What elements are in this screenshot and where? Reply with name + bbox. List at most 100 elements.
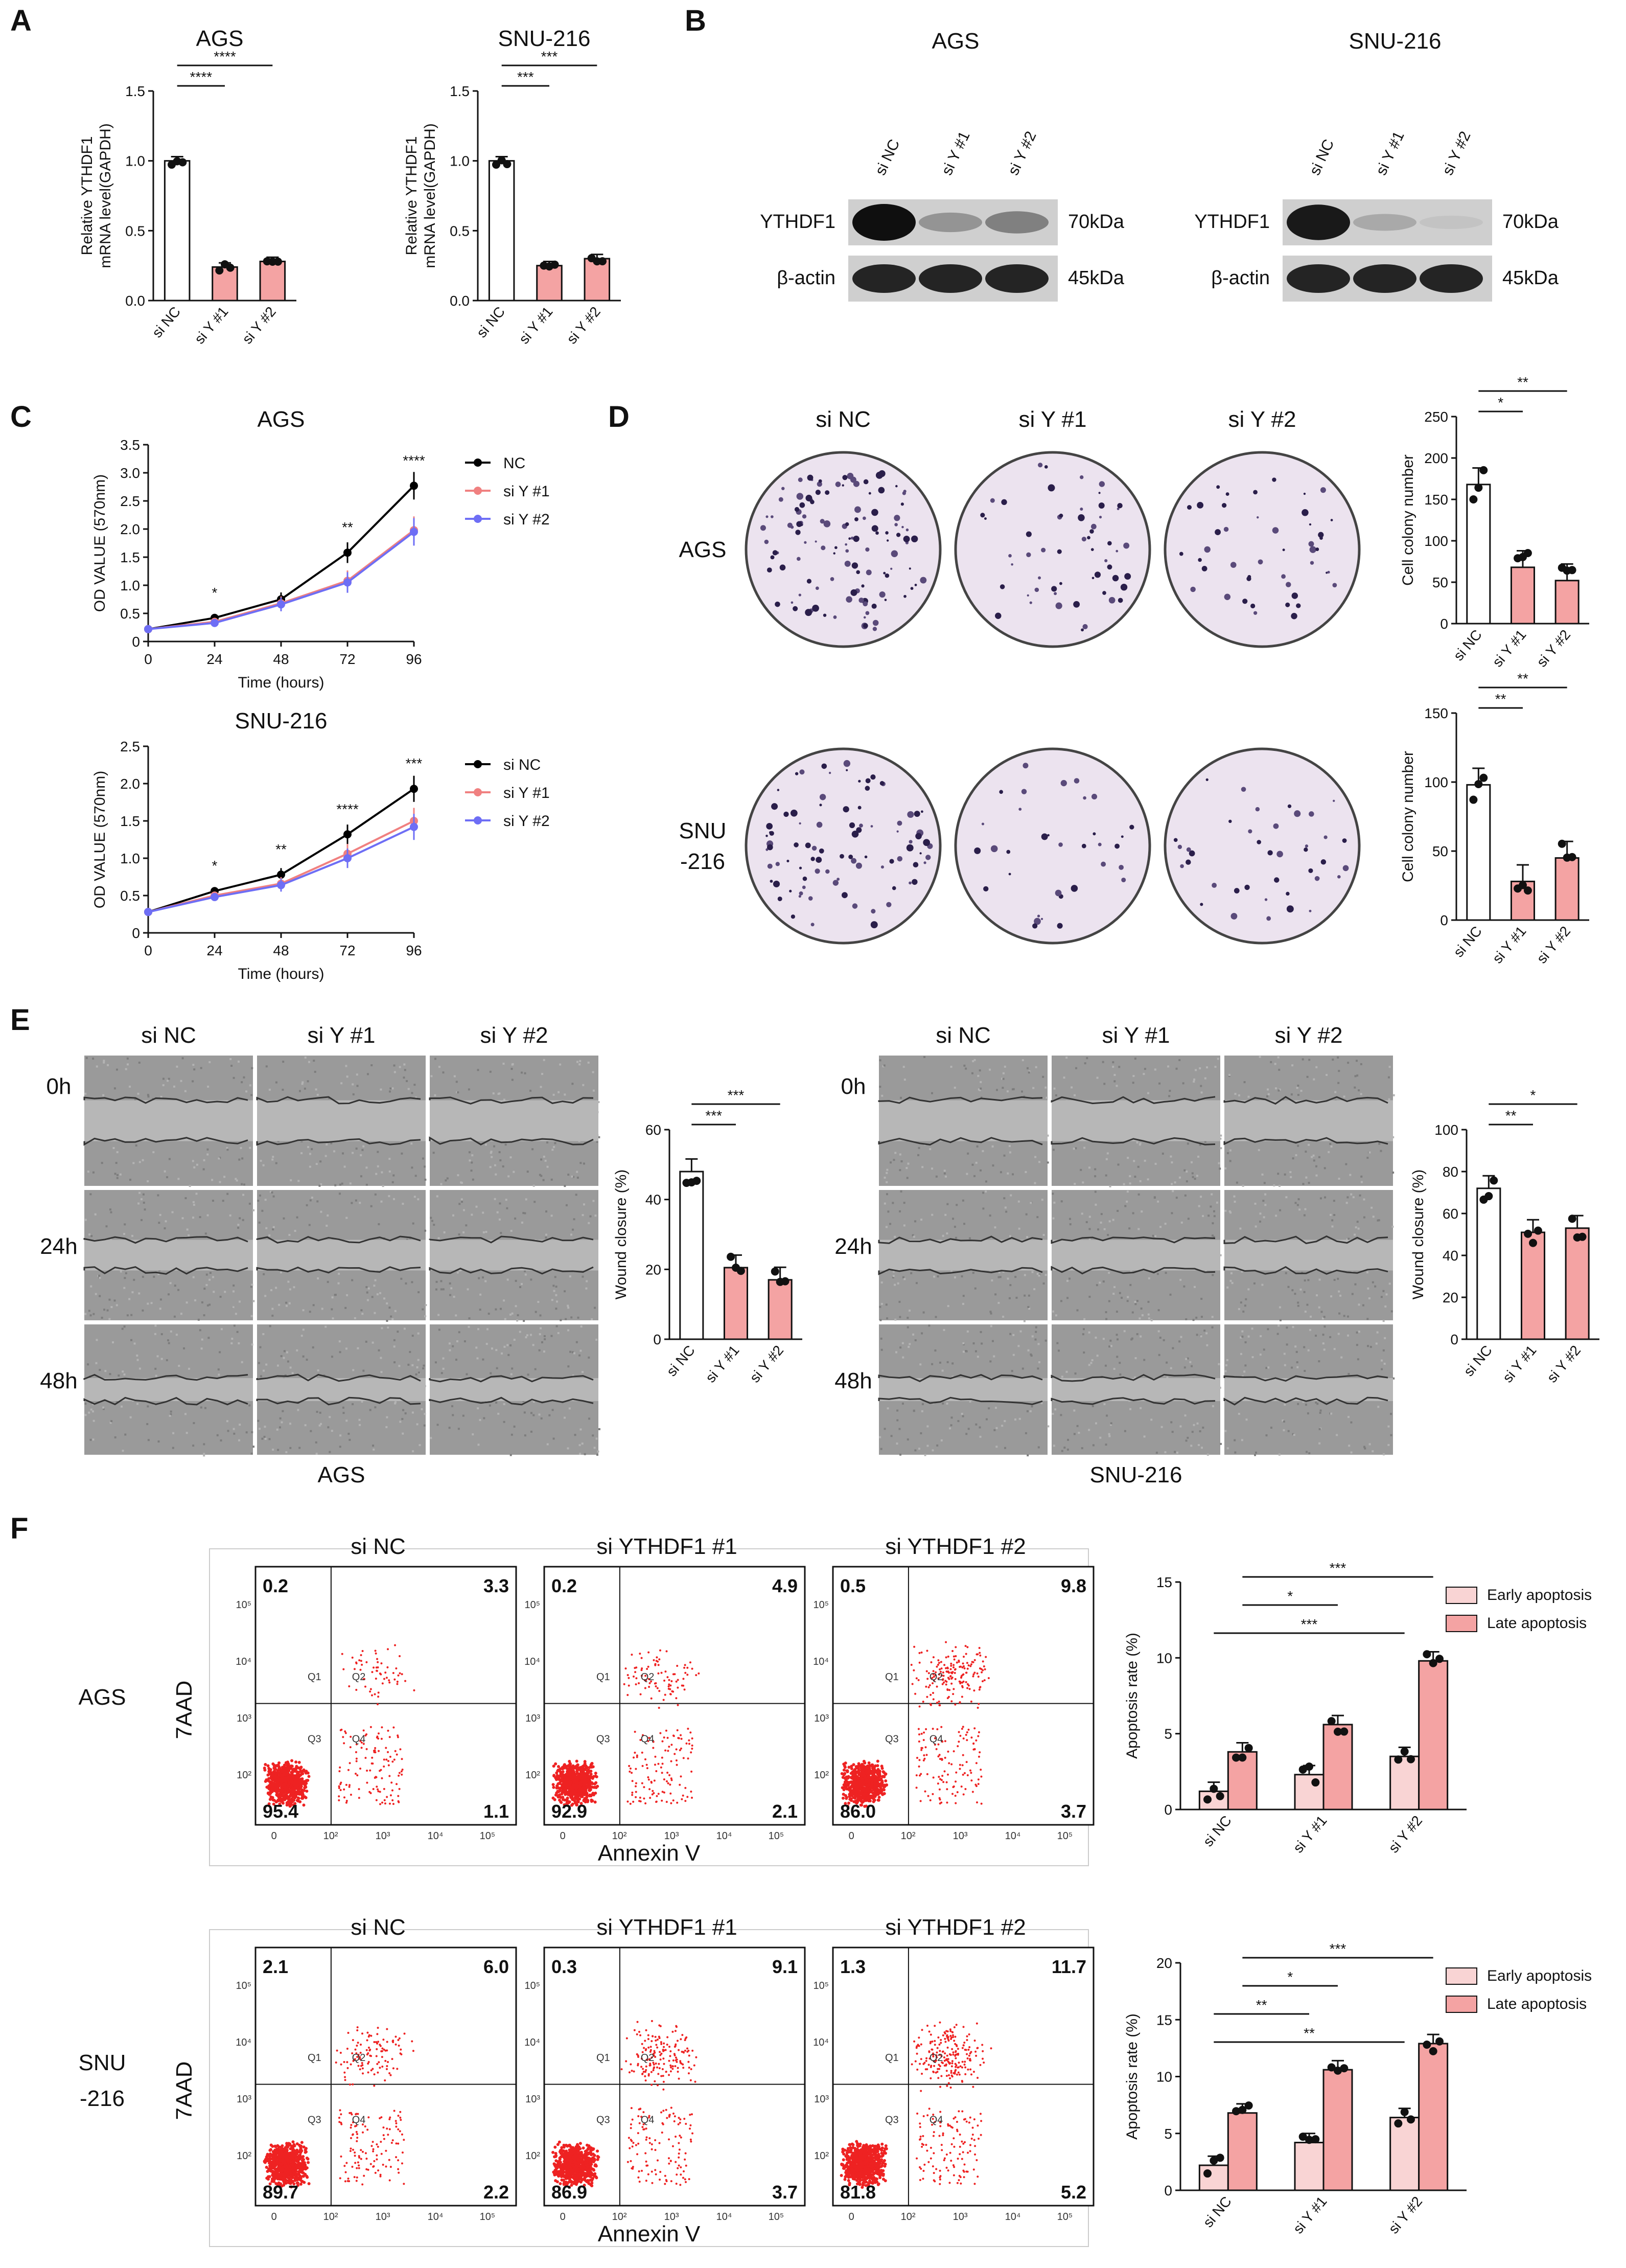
cell-texture — [423, 1424, 426, 1427]
event-dot — [413, 1689, 415, 1691]
legend-label: si NC — [503, 757, 541, 773]
y-axis-label: Cell colony number — [1400, 454, 1416, 586]
cell-texture — [1382, 1320, 1385, 1322]
data-point — [598, 257, 607, 266]
colony — [816, 821, 823, 828]
event-dot — [368, 1791, 371, 1793]
event-dot — [365, 1661, 368, 1663]
wound-edge — [256, 1138, 421, 1146]
cell-texture — [1095, 1422, 1097, 1425]
cell-texture — [1247, 1335, 1250, 1338]
event-dot — [388, 1802, 391, 1805]
colony — [1116, 549, 1119, 553]
cell-texture — [1110, 1345, 1112, 1347]
cell-texture — [914, 1220, 917, 1223]
cell-texture — [378, 1223, 380, 1225]
cell-texture — [994, 1226, 996, 1229]
cell-texture — [1193, 1424, 1195, 1426]
cell-texture — [525, 1198, 527, 1201]
cell-texture — [417, 1198, 420, 1201]
cell-texture — [192, 1064, 195, 1066]
cell-texture — [87, 1171, 89, 1173]
cell-texture — [1348, 1372, 1350, 1375]
cell-texture — [477, 1407, 479, 1410]
cell-texture — [116, 1151, 119, 1154]
cell-texture — [1159, 1226, 1162, 1228]
event-dot — [343, 1796, 346, 1799]
cell-texture — [1004, 1065, 1006, 1068]
cell-texture — [84, 1313, 87, 1315]
colony — [1099, 516, 1102, 519]
cell-texture — [262, 1369, 265, 1372]
cell-texture — [1124, 1205, 1127, 1207]
event-dot — [554, 1776, 558, 1780]
event-dot — [355, 1757, 358, 1760]
cell-texture — [1292, 1157, 1294, 1160]
cell-texture — [458, 1203, 461, 1205]
legend-label: si Y #1 — [503, 785, 550, 801]
cell-texture — [503, 1403, 505, 1405]
cell-texture — [1372, 1216, 1375, 1218]
cell-texture — [1171, 1161, 1173, 1164]
cell-texture — [1143, 1359, 1146, 1361]
cell-texture — [1095, 1203, 1097, 1206]
cell-texture — [219, 1351, 221, 1354]
event-dot — [572, 1771, 575, 1775]
colony — [1285, 582, 1291, 587]
cell-texture — [461, 1201, 463, 1203]
cell-texture — [1347, 1416, 1350, 1418]
cell-texture — [499, 1159, 502, 1162]
cell-texture — [1088, 1364, 1090, 1366]
cell-texture — [1304, 1208, 1307, 1210]
cell-texture — [1068, 1218, 1071, 1220]
cell-texture — [1008, 1297, 1011, 1299]
event-dot — [269, 1768, 272, 1772]
cell-texture — [1108, 1435, 1111, 1437]
cell-texture — [533, 1201, 536, 1203]
event-dot — [293, 1802, 297, 1805]
cell-texture — [1112, 1293, 1115, 1295]
cell-texture — [1339, 1294, 1342, 1297]
panel-b-title: SNU-216 — [1349, 29, 1442, 54]
event-dot — [556, 1795, 560, 1798]
cell-texture — [1073, 1148, 1075, 1150]
cell-texture — [1017, 1345, 1020, 1347]
colony — [863, 623, 868, 628]
cell-texture — [137, 1092, 140, 1095]
cell-texture — [900, 1160, 903, 1162]
cell-texture — [1118, 1066, 1121, 1068]
cell-texture — [966, 1330, 969, 1333]
cell-texture — [1126, 1300, 1129, 1302]
cell-texture — [1265, 1434, 1268, 1437]
cell-texture — [494, 1198, 496, 1200]
cell-texture — [1126, 1200, 1128, 1203]
event-dot — [301, 1797, 305, 1800]
flow-x-tick: 10³ — [376, 1830, 390, 1842]
event-dot — [380, 1673, 382, 1676]
event-dot — [383, 1799, 386, 1801]
panel-b-title: AGS — [932, 29, 980, 54]
colony — [863, 516, 866, 520]
cell-texture — [973, 1175, 976, 1177]
cell-texture — [1009, 1235, 1011, 1238]
cell-texture — [113, 1299, 116, 1302]
colony — [889, 859, 894, 864]
flow-y-tick: 10² — [237, 1770, 251, 1781]
cell-texture — [1295, 1350, 1298, 1353]
colony-row: SNU-216 — [679, 747, 1361, 945]
cell-texture — [1333, 1213, 1336, 1216]
cell-texture — [487, 1313, 490, 1315]
colony — [834, 546, 838, 549]
panel-d-col-title: si Y #2 — [1228, 407, 1296, 432]
cell-texture — [324, 1325, 327, 1328]
cell-texture — [1254, 1202, 1257, 1205]
cell-texture — [107, 1064, 109, 1066]
cell-texture — [1355, 1060, 1358, 1062]
colony — [819, 848, 824, 854]
cell-texture — [1315, 1165, 1317, 1167]
cell-texture — [1302, 1401, 1305, 1403]
cell-texture — [597, 1101, 600, 1104]
event-dot — [377, 1788, 379, 1791]
cell-texture — [903, 1224, 905, 1227]
cell-texture — [1189, 1361, 1192, 1363]
